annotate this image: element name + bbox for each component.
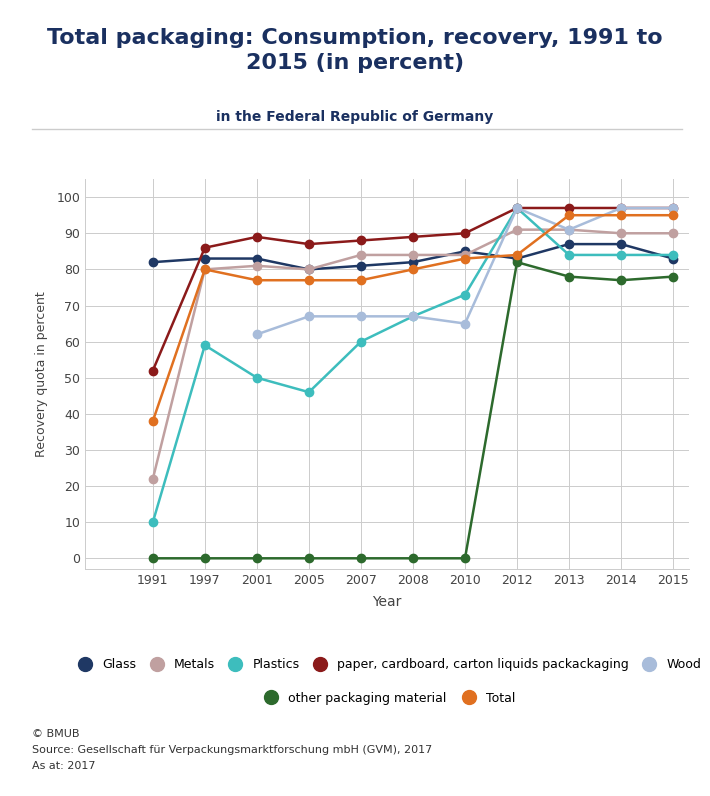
Text: Total packaging: Consumption, recovery, 1991 to
2015 (in percent): Total packaging: Consumption, recovery, … xyxy=(47,28,663,72)
X-axis label: Year: Year xyxy=(372,595,402,609)
Legend: other packaging material, Total: other packaging material, Total xyxy=(253,687,521,709)
Text: As at: 2017: As at: 2017 xyxy=(32,760,95,771)
Text: in the Federal Republic of Germany: in the Federal Republic of Germany xyxy=(217,110,493,124)
Text: Source: Gesellschaft für Verpackungsmarktforschung mbH (GVM), 2017: Source: Gesellschaft für Verpackungsmark… xyxy=(32,744,432,755)
Y-axis label: Recovery quota in percent: Recovery quota in percent xyxy=(35,291,48,457)
Text: © BMUB: © BMUB xyxy=(32,728,80,739)
